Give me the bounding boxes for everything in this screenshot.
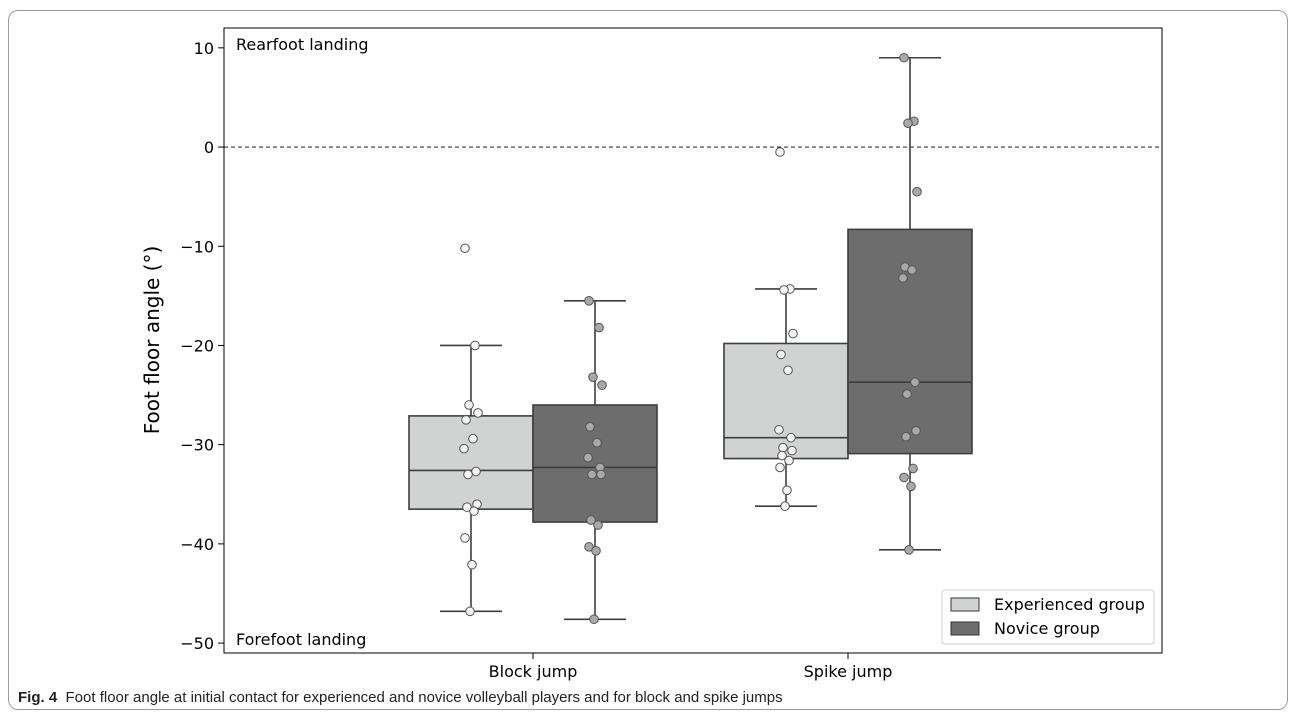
box-body [723, 342, 849, 460]
figure-caption: Fig. 4 Foot floor angle at initial conta… [18, 689, 783, 706]
data-point [597, 380, 607, 390]
data-point [899, 472, 909, 483]
data-point [898, 273, 908, 283]
data-point [901, 431, 911, 442]
data-point [776, 349, 786, 360]
data-point [775, 462, 785, 473]
data-point [779, 285, 789, 295]
x-tick-label: Spike jump [804, 662, 893, 681]
data-point [911, 425, 921, 436]
legend: Experienced group Novice group [941, 589, 1155, 645]
data-point [468, 433, 478, 444]
data-point [469, 506, 479, 516]
legend-swatch-novice [950, 621, 980, 636]
data-point [788, 328, 798, 339]
data-point [586, 515, 596, 525]
legend-label-experienced: Experienced group [994, 595, 1145, 614]
y-tick-label: −40 [180, 535, 214, 554]
figure-frame [8, 10, 1288, 710]
caption-text: Foot floor angle at initial contact for … [65, 689, 783, 706]
legend-frame [941, 589, 1155, 645]
points-layer [459, 52, 922, 625]
y-tick-label: 10 [194, 39, 214, 58]
data-point [589, 614, 599, 625]
data-point [593, 520, 603, 530]
data-point [907, 265, 917, 275]
box-plot-chart: 100−10−20−30−40−50 Block jump Spike jump … [140, 27, 1163, 681]
data-point [777, 450, 787, 461]
annotation-forefoot: Forefoot landing [236, 630, 366, 649]
data-point [910, 377, 920, 387]
data-point [903, 118, 913, 129]
data-point [782, 485, 792, 496]
legend-swatch-experienced [950, 597, 980, 612]
y-tick-label: 0 [204, 138, 214, 157]
data-point [906, 481, 916, 492]
data-point [912, 186, 922, 197]
data-point [588, 372, 598, 383]
y-tick-label: −20 [180, 336, 214, 355]
data-point [592, 437, 602, 448]
data-point [594, 322, 604, 333]
boxes-layer [408, 56, 973, 621]
data-point [473, 408, 483, 418]
y-axis-label: Foot floor angle (°) [140, 246, 164, 435]
box-body [532, 404, 658, 523]
data-point [787, 445, 797, 456]
data-point [461, 415, 471, 425]
data-point [464, 400, 474, 410]
x-axis: Block jump Spike jump [489, 653, 893, 681]
x-tick-label: Block jump [489, 662, 578, 681]
data-point [591, 546, 601, 556]
box-body [408, 415, 534, 510]
box-experienced-spike [723, 288, 849, 507]
data-point [778, 442, 788, 453]
data-point [899, 52, 909, 63]
annotation-rearfoot: Rearfoot landing [236, 35, 368, 54]
data-point [463, 469, 473, 480]
box-body [847, 228, 973, 455]
data-point [460, 243, 470, 254]
data-point [775, 147, 785, 157]
caption-label: Fig. 4 [18, 689, 58, 706]
y-axis: 10 0 −10 −20 −30 −40 −50 [180, 39, 224, 653]
data-point [583, 452, 593, 463]
data-point [587, 469, 597, 480]
y-tick-label: −30 [180, 436, 214, 455]
data-point [904, 545, 914, 555]
data-point [774, 424, 784, 435]
y-tick-label: −50 [180, 634, 214, 653]
plot-area [223, 27, 1163, 654]
legend-label-novice: Novice group [994, 619, 1100, 638]
data-point [780, 501, 790, 511]
data-point [459, 443, 469, 454]
data-point [467, 559, 477, 570]
data-point [585, 422, 595, 432]
box-experienced-block [408, 344, 534, 613]
data-point [908, 463, 918, 474]
data-point [584, 296, 594, 306]
data-point [902, 389, 912, 399]
y-tick-label: −10 [180, 237, 214, 256]
box-novice-spike [847, 56, 973, 551]
data-point [786, 432, 796, 443]
data-point [471, 466, 481, 477]
data-point [465, 606, 475, 617]
data-point [783, 365, 793, 376]
data-point [470, 340, 480, 351]
data-point [596, 469, 606, 480]
box-novice-block [532, 300, 658, 621]
data-point [784, 455, 794, 466]
data-point [460, 533, 470, 543]
